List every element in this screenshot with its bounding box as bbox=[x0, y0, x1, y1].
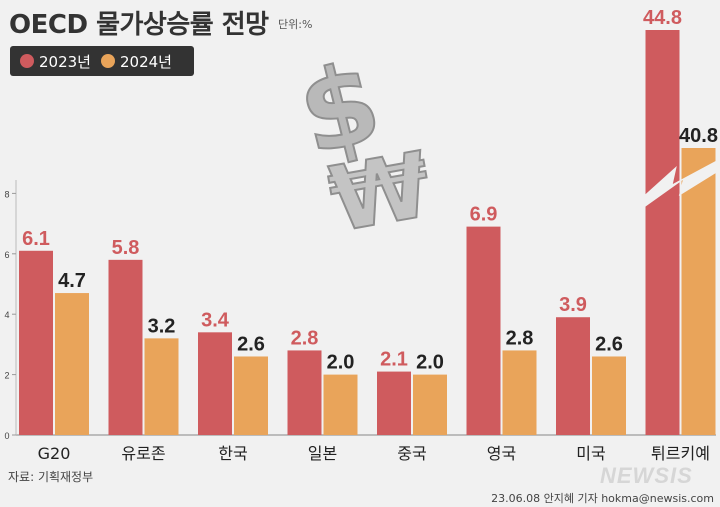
bar-2024 bbox=[234, 356, 268, 435]
bar-2023 bbox=[19, 250, 53, 435]
axis-break-mark bbox=[643, 160, 718, 208]
bar-2023 bbox=[645, 30, 680, 435]
category-label: 유로존 bbox=[121, 444, 165, 463]
category-label: 튀르키예 bbox=[651, 444, 710, 463]
value-label-2023: 2.8 bbox=[291, 327, 319, 349]
bar-2023 bbox=[556, 317, 590, 435]
bar-2024 bbox=[144, 338, 179, 435]
bar-2024 bbox=[413, 374, 447, 435]
legend-swatch-2024 bbox=[100, 54, 115, 68]
value-label-2024: 4.7 bbox=[58, 270, 86, 292]
value-label-2024: 2.0 bbox=[416, 352, 444, 374]
category-label: 미국 bbox=[576, 444, 605, 463]
bar-2024 bbox=[592, 356, 626, 435]
legend-item-2024: 2024년 bbox=[100, 51, 172, 72]
bar-2023 bbox=[287, 350, 322, 435]
chart-title: OECD 물가상승률 전망 bbox=[9, 10, 269, 40]
y-tick-label: 2 bbox=[4, 371, 9, 381]
bar-2024 bbox=[681, 148, 716, 435]
newsis-watermark: NEWSIS bbox=[600, 463, 693, 488]
value-label-2024: 2.6 bbox=[237, 333, 265, 355]
value-label-2023: 44.8 bbox=[643, 7, 682, 29]
value-label-2023: 3.4 bbox=[201, 309, 230, 331]
category-label: 일본 bbox=[308, 444, 337, 463]
y-tick-label: 8 bbox=[4, 189, 9, 199]
bar-2024 bbox=[502, 350, 537, 435]
legend: 2023년 2024년 bbox=[10, 46, 194, 76]
value-label-2024: 40.8 bbox=[679, 125, 718, 147]
bar-2023 bbox=[108, 259, 143, 435]
bar-2023 bbox=[377, 371, 411, 435]
unit-label: 단위:% bbox=[278, 18, 313, 31]
currency-graphic: $ ₩ bbox=[286, 36, 439, 254]
value-label-2023: 6.9 bbox=[470, 204, 498, 226]
legend-item-2023: 2023년 bbox=[20, 51, 91, 72]
value-label-2024: 2.0 bbox=[327, 352, 355, 374]
bar-2024 bbox=[323, 374, 358, 435]
value-label-2023: 5.8 bbox=[112, 237, 140, 259]
won-sign-icon: ₩ bbox=[322, 132, 438, 253]
legend-swatch-2023 bbox=[20, 54, 34, 68]
value-label-2023: 3.9 bbox=[559, 294, 587, 316]
legend-label-2024: 2024년 bbox=[119, 52, 172, 71]
source-note: 자료: 기획재정부 bbox=[8, 470, 94, 484]
bar-2023 bbox=[466, 226, 501, 435]
value-label-2023: 2.1 bbox=[380, 349, 408, 371]
legend-label-2023: 2023년 bbox=[39, 52, 91, 71]
bar-2024 bbox=[55, 293, 89, 435]
value-label-2024: 2.6 bbox=[595, 333, 623, 355]
value-label-2023: 6.1 bbox=[22, 228, 50, 250]
bar-2023 bbox=[198, 332, 232, 435]
category-label: G20 bbox=[38, 444, 71, 463]
y-tick-label: 4 bbox=[4, 310, 9, 320]
value-label-2024: 2.8 bbox=[506, 327, 534, 349]
category-label: 영국 bbox=[487, 444, 516, 463]
y-tick-label: 0 bbox=[4, 431, 9, 441]
byline: 23.06.08 안지혜 기자 hokma@newsis.com bbox=[491, 492, 714, 505]
y-tick-label: 6 bbox=[4, 250, 9, 260]
value-label-2024: 3.2 bbox=[148, 315, 176, 337]
category-label: 한국 bbox=[218, 444, 247, 463]
category-label: 중국 bbox=[397, 444, 426, 463]
